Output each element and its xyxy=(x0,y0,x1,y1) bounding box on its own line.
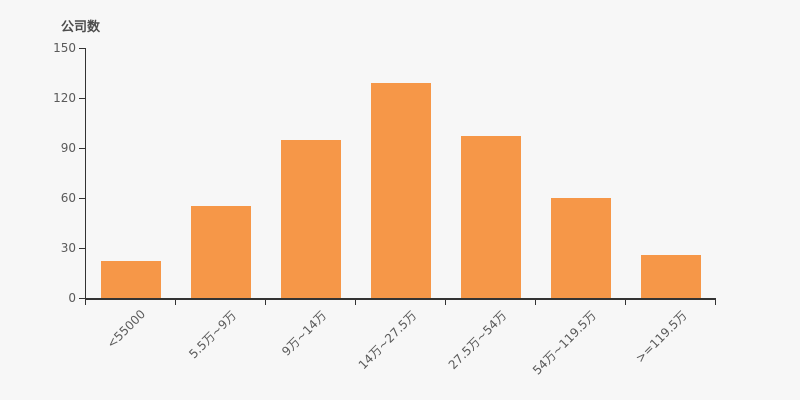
x-tick-mark xyxy=(265,300,266,305)
y-tick-label: 30 xyxy=(60,241,76,255)
bar[interactable] xyxy=(281,139,341,298)
x-tick-label: 54万~119.5万 xyxy=(530,308,600,378)
x-tick-mark xyxy=(445,300,446,305)
y-axis-title: 公司数 xyxy=(61,20,101,35)
bar[interactable] xyxy=(641,254,701,298)
bar[interactable] xyxy=(461,136,521,298)
x-tick-mark xyxy=(715,300,716,305)
x-tick-mark xyxy=(355,300,356,305)
plot-area xyxy=(85,48,716,300)
y-tick-mark xyxy=(79,247,85,249)
bar[interactable] xyxy=(371,83,431,298)
x-tick-label: <55000 xyxy=(103,307,148,352)
x-tick-mark xyxy=(625,300,626,305)
bar[interactable] xyxy=(551,198,611,298)
x-tick-mark xyxy=(535,300,536,305)
x-tick-mark xyxy=(85,300,86,305)
x-tick-label: 14万~27.5万 xyxy=(355,308,420,373)
y-tick-label: 90 xyxy=(60,141,76,155)
x-tick-label: 5.5万~9万 xyxy=(186,308,240,362)
y-tick-mark xyxy=(79,47,85,49)
y-tick-mark xyxy=(79,147,85,149)
y-tick-mark xyxy=(79,297,85,299)
bar[interactable] xyxy=(191,206,251,298)
y-tick-label: 150 xyxy=(53,41,76,55)
y-tick-label: 0 xyxy=(68,291,76,305)
x-tick-label: 9万~14万 xyxy=(279,308,330,359)
x-tick-label: >=119.5万 xyxy=(632,308,690,366)
y-tick-label: 60 xyxy=(60,191,76,205)
y-tick-mark xyxy=(79,197,85,199)
x-tick-label: 27.5万~54万 xyxy=(445,308,510,373)
y-tick-label: 120 xyxy=(53,91,76,105)
bar[interactable] xyxy=(101,261,161,298)
x-tick-mark xyxy=(175,300,176,305)
y-tick-mark xyxy=(79,97,85,99)
